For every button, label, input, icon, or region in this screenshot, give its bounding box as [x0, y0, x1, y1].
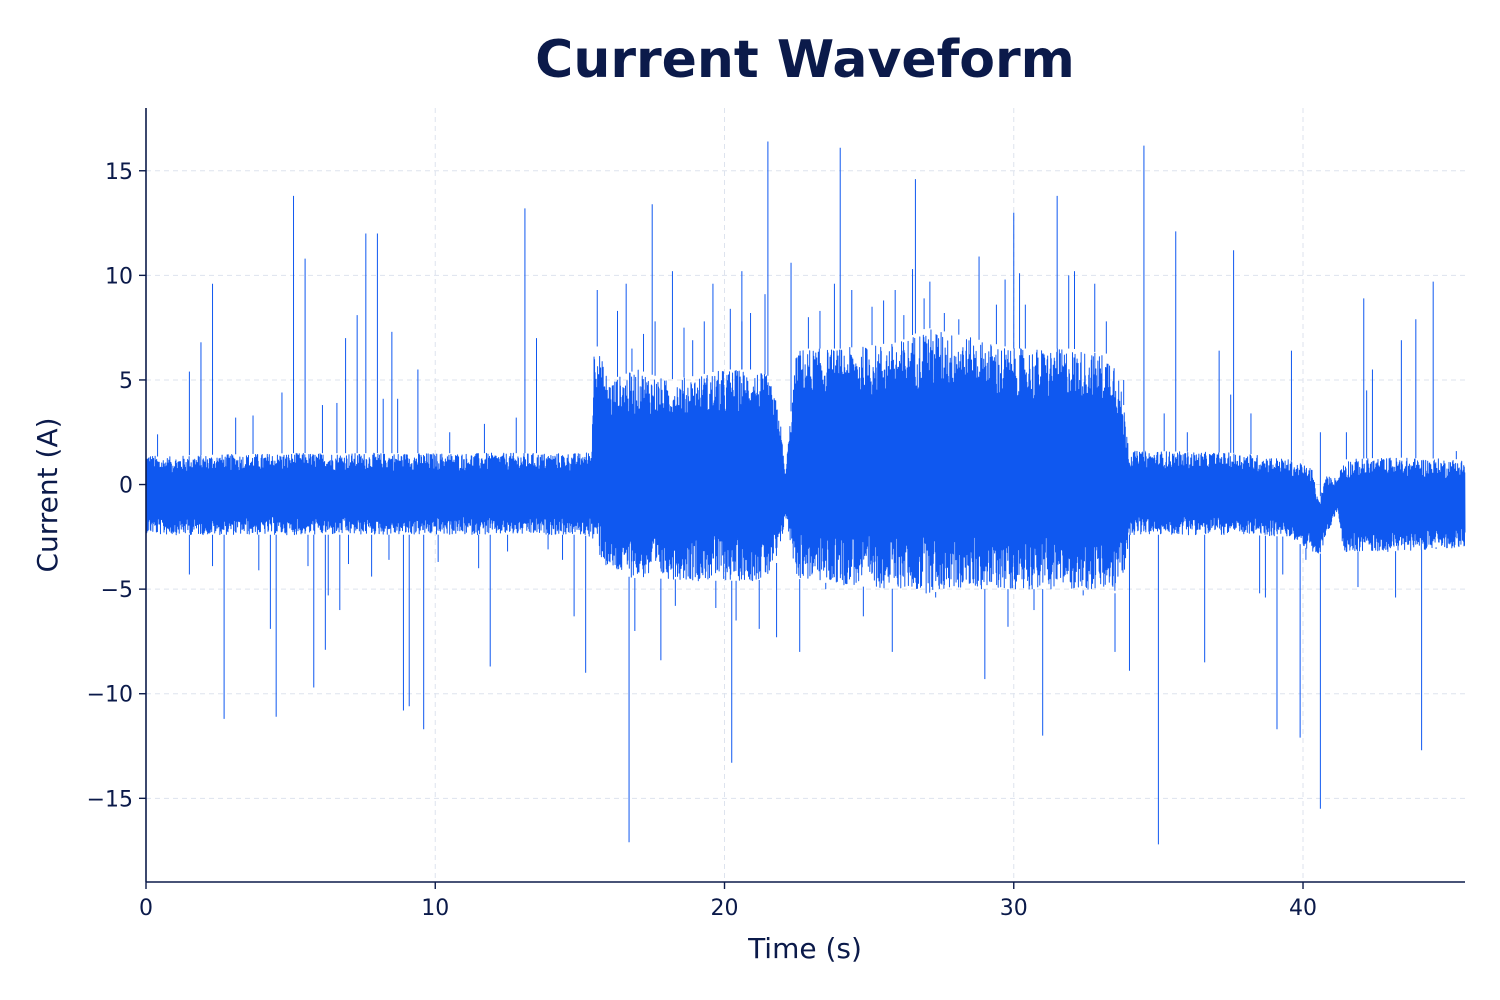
x-tick-label: 20 [711, 896, 739, 921]
axes [145, 108, 1465, 883]
y-tick-label: 15 [105, 160, 133, 185]
y-axis-label: Current (A) [31, 417, 64, 572]
x-tick-label: 30 [1000, 896, 1028, 921]
waveform-plot-area [145, 141, 1466, 845]
x-axis-label: Time (s) [747, 932, 862, 965]
y-tick-label: 10 [105, 264, 133, 289]
y-tick-label: −15 [87, 787, 133, 812]
waveform-line [145, 329, 1466, 594]
chart-title: Current Waveform [535, 30, 1075, 90]
y-tick-label: 5 [119, 369, 133, 394]
x-tick-label: 40 [1289, 896, 1317, 921]
x-tick-label: 0 [139, 896, 153, 921]
ticks: 0 10 20 30 40 −15 −10 −5 0 5 10 15 [87, 160, 1317, 921]
y-tick-label: 0 [119, 474, 133, 499]
y-tick-label: −10 [87, 683, 133, 708]
y-tick-label: −5 [101, 578, 133, 603]
x-tick-label: 10 [421, 896, 449, 921]
